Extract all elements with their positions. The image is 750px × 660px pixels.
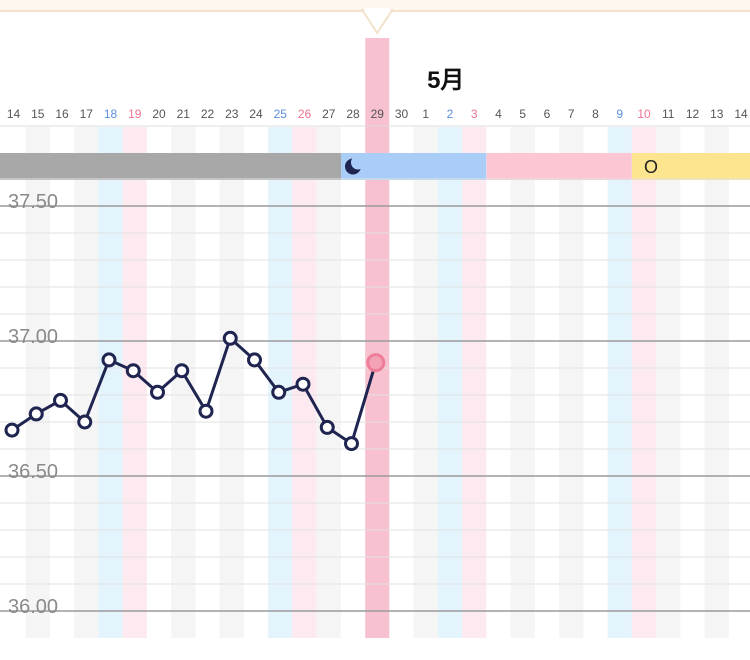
day-column-stripe [74, 127, 99, 638]
x-tick-label: 15 [31, 107, 45, 121]
data-point[interactable] [271, 384, 287, 400]
data-point[interactable] [344, 436, 359, 452]
x-tick-label: 23 [225, 107, 239, 121]
day-column-stripe [704, 127, 729, 638]
x-tick-label: 29 [371, 107, 385, 121]
x-tick-label: 27 [322, 107, 336, 121]
x-tick-label: 14 [734, 107, 748, 121]
selected-data-point[interactable] [366, 353, 386, 373]
x-tick-label: 13 [710, 107, 724, 121]
phase-bar-segment [0, 153, 341, 180]
y-tick-label: 37.50 [8, 191, 58, 213]
data-point[interactable] [198, 403, 214, 419]
x-tick-label: 26 [298, 107, 312, 121]
selected-day-column[interactable] [365, 38, 390, 638]
moon-icon [345, 155, 365, 175]
y-tick-label: 37.00 [8, 326, 58, 348]
data-point[interactable] [150, 384, 165, 400]
data-point[interactable] [174, 363, 190, 379]
day-column-stripe [219, 127, 244, 638]
day-column-stripe [631, 127, 657, 638]
pointer-cap [364, 8, 391, 12]
x-tick-label: 12 [686, 107, 700, 121]
day-column-stripe [437, 127, 463, 638]
x-tick-label: 5 [519, 107, 526, 121]
x-tick-label: 1 [422, 107, 429, 121]
x-tick-label: 8 [592, 107, 599, 121]
x-tick-label: 17 [80, 107, 94, 121]
data-point[interactable] [28, 406, 44, 422]
data-point[interactable] [222, 330, 238, 346]
y-tick-label: 36.00 [8, 596, 58, 618]
selected-day-pointer [360, 9, 395, 35]
x-tick-label: 28 [346, 107, 360, 121]
phase-bar-segment [486, 153, 632, 180]
day-column-stripe [607, 127, 632, 638]
data-point[interactable] [319, 419, 335, 435]
day-column-stripe [462, 127, 487, 638]
phase-bar-segment [341, 153, 487, 180]
day-column-stripe [510, 127, 535, 638]
data-point[interactable] [125, 363, 141, 379]
phase-bar-label: O [644, 157, 658, 177]
x-tick-label: 4 [495, 107, 502, 121]
x-tick-label: 3 [471, 107, 478, 121]
x-tick-label: 2 [447, 107, 454, 121]
day-column-stripe [413, 127, 438, 638]
data-point[interactable] [247, 352, 262, 368]
data-point[interactable] [53, 392, 68, 408]
x-tick-label: 6 [544, 107, 551, 121]
x-tick-label: 22 [201, 107, 215, 121]
temperature-line-segment-latest [350, 362, 378, 445]
x-tick-label: 7 [568, 107, 575, 121]
day-column-stripe [25, 127, 50, 638]
x-tick-label: 18 [104, 107, 118, 121]
x-tick-label: 25 [274, 107, 288, 121]
x-tick-label: 20 [152, 107, 166, 121]
day-column-stripe [559, 127, 584, 638]
x-tick-label: 14 [7, 107, 21, 121]
day-column-stripe [171, 127, 196, 638]
day-column-stripe [316, 127, 341, 638]
data-point[interactable] [101, 352, 117, 368]
day-column-stripe [656, 127, 681, 638]
data-point[interactable] [4, 422, 20, 438]
day-column-stripe [122, 127, 147, 638]
x-tick-label: 30 [395, 107, 409, 121]
x-tick-label: 9 [616, 107, 623, 121]
x-tick-label: 24 [249, 107, 263, 121]
x-tick-label: 19 [128, 107, 142, 121]
x-tick-label: 11 [662, 107, 675, 121]
phase-bar-segment [632, 153, 750, 180]
x-tick-label: 10 [637, 107, 651, 121]
data-point[interactable] [295, 376, 311, 392]
day-column-stripe [98, 127, 123, 638]
x-tick-label: 21 [177, 107, 191, 121]
data-point[interactable] [77, 414, 93, 430]
y-tick-label: 36.50 [8, 461, 58, 483]
x-tick-label: 16 [55, 107, 69, 121]
month-label: 5月 [427, 67, 464, 94]
